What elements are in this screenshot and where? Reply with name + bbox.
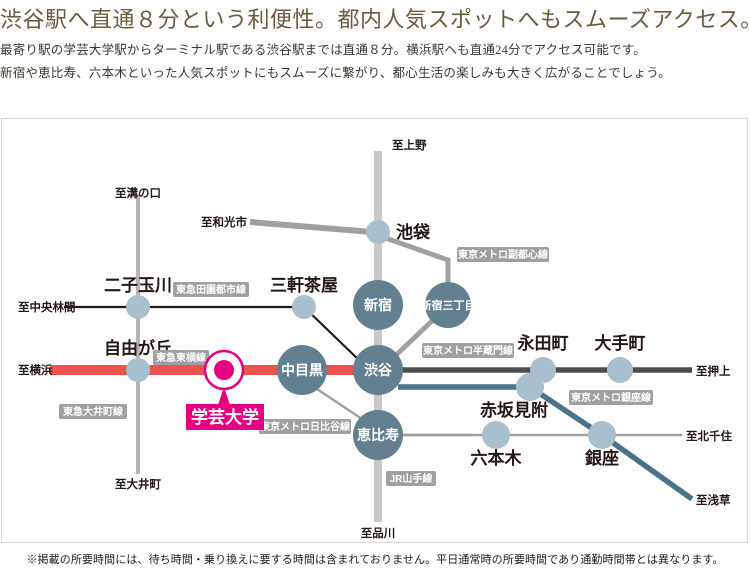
- hub-label-shinjuku-sanchome: 新宿三丁目: [421, 298, 476, 312]
- hub-label-nakameguro: 中目黒: [281, 362, 323, 378]
- station-name-labels: 二子玉川 自由が丘 三軒茶屋 池袋 永田町 大手町 赤坂見附 六本木 銀座: [104, 222, 646, 468]
- destination-label-yokohama: 至横浜: [18, 363, 53, 377]
- station-dot-roppongi[interactable]: [482, 421, 510, 449]
- hub-stations: 新宿 新宿三丁目 中目黒 渋谷 恵比寿: [277, 280, 476, 460]
- destination-label-oimachi: 至大井町: [115, 477, 161, 491]
- destination-label-mizonokuchi: 至溝の口: [115, 186, 161, 200]
- home-marker-plate: [186, 404, 264, 430]
- line-chip-label-hanzomon: 東京メトロ半蔵門線: [423, 344, 513, 357]
- hub-circle-shibuya: [353, 345, 403, 395]
- station-dot-ginza[interactable]: [588, 421, 616, 449]
- route-map-svg: 新宿 新宿三丁目 中目黒 渋谷 恵比寿: [18, 138, 732, 540]
- line-chip-oimachi: 東急大井町線: [59, 404, 127, 419]
- rail-lines: [50, 151, 694, 522]
- access-route-map: 新宿 新宿三丁目 中目黒 渋谷 恵比寿: [1, 118, 748, 543]
- line-chip-label-toyoko: 東急東横線: [156, 351, 206, 364]
- lede-line-1: 最寄り駅の学芸大学駅からターミナル駅である渋谷駅までは直通８分。横浜駅へも直通2…: [0, 43, 646, 57]
- destination-label-kitasenju: 至北千住: [686, 429, 732, 443]
- line-fukutoshin-nw: [249, 219, 373, 235]
- station-label-otemachi: 大手町: [595, 333, 646, 353]
- station-label-akasakamitsuke: 赤坂見附: [480, 400, 548, 420]
- footnote: ※掲載の所要時間には、待ち時間・乗り換えに要する時間は含まれておりません。平日通…: [26, 554, 724, 566]
- line-chip-toyoko: 東急東横線: [153, 350, 209, 365]
- destination-label-wakoshi: 至和光市: [201, 215, 247, 229]
- station-label-sangenjaya: 三軒茶屋: [270, 275, 338, 295]
- line-chip-ginza: 東京メトロ銀座線: [569, 390, 653, 405]
- hub-station-shinjuku-sanchome[interactable]: 新宿三丁目: [421, 282, 476, 328]
- line-chip-label-oimachi: 東急大井町線: [63, 405, 123, 418]
- line-chip-label-denentoshi: 東急田園都市線: [176, 283, 246, 296]
- line-chip-label-ginza: 東京メトロ銀座線: [571, 391, 651, 404]
- lede-line-2: 新宿や恵比寿、六本木といった人気スポットにもスムーズに繋がり、都心生活の楽しみも…: [0, 66, 671, 80]
- station-dots: [126, 220, 633, 449]
- hub-circle-nakameguro: [277, 345, 327, 395]
- home-station-label: 学芸大学: [191, 407, 259, 427]
- station-dot-akasakamitsuke[interactable]: [516, 373, 544, 401]
- line-chip-label-fukutoshin: 東京メトロ副都心線: [458, 248, 548, 261]
- page-title: 渋谷駅へ直通８分という利便性。都内人気スポットへもスムーズアクセス。: [0, 7, 750, 32]
- station-dot-futakotamagawa[interactable]: [126, 295, 150, 319]
- hub-station-nakameguro[interactable]: 中目黒: [277, 345, 327, 395]
- station-dot-otemachi[interactable]: [607, 357, 633, 383]
- hub-circle-ebisu: [353, 410, 403, 460]
- line-chip-label-yamanote: JR山手線: [390, 472, 433, 485]
- line-toukyu-denentoshi-d: [303, 306, 363, 364]
- hub-station-shibuya[interactable]: 渋谷: [353, 345, 403, 395]
- station-label-ginza: 銀座: [585, 448, 619, 468]
- destination-label-ueno: 至上野: [392, 138, 427, 152]
- line-hibiya-a: [313, 385, 363, 421]
- destination-label-asakusa: 至浅草: [696, 493, 731, 507]
- line-chip-denentoshi: 東急田園都市線: [173, 282, 249, 297]
- destination-labels: 至上野 至溝の口 至和光市 至中央林間 至横浜 至大井町 至品川 至押上 至北千…: [18, 138, 732, 540]
- line-chip-hanzomon: 東京メトロ半蔵門線: [422, 343, 514, 358]
- station-label-ikebukuro: 池袋: [396, 222, 431, 242]
- home-station-marker[interactable]: 学芸大学: [186, 349, 264, 430]
- station-label-nagatacho: 永田町: [517, 333, 569, 353]
- station-label-futakotamagawa: 二子玉川: [104, 276, 172, 295]
- station-dot-ikebukuro[interactable]: [366, 220, 390, 244]
- destination-label-chuorinkan: 至中央林間: [18, 300, 76, 314]
- station-label-roppongi: 六本木: [471, 448, 523, 468]
- line-chip-fukutoshin: 東京メトロ副都心線: [457, 247, 549, 262]
- line-ginza: [398, 384, 694, 502]
- destination-label-oshiage: 至押上: [696, 364, 731, 378]
- hub-label-shibuya: 渋谷: [364, 362, 393, 378]
- hub-station-ebisu[interactable]: 恵比寿: [353, 410, 403, 460]
- hub-label-ebisu: 恵比寿: [357, 427, 399, 443]
- station-dot-sangenjaya[interactable]: [292, 295, 316, 319]
- line-name-chips: 東急田園都市線 東急東横線 東急大井町線 東京メトロ日比谷線 東京メトロ副都心線: [59, 247, 653, 486]
- station-dot-jiyugaoka[interactable]: [126, 358, 150, 382]
- line-chip-hibiya: 東京メトロ日比谷線: [259, 419, 351, 434]
- destination-label-shinagawa: 至品川: [361, 526, 396, 540]
- line-chip-yamanote: JR山手線: [386, 471, 436, 486]
- home-marker-dot: [214, 360, 234, 380]
- hub-station-shinjuku[interactable]: 新宿: [353, 280, 403, 330]
- hub-circle-shinjuku-sanchome: [425, 282, 471, 328]
- hub-label-shinjuku: 新宿: [364, 297, 392, 313]
- hub-circle-shinjuku: [353, 280, 403, 330]
- line-chip-label-hibiya: 東京メトロ日比谷線: [260, 420, 350, 433]
- line-fukutoshin-s: [390, 317, 436, 361]
